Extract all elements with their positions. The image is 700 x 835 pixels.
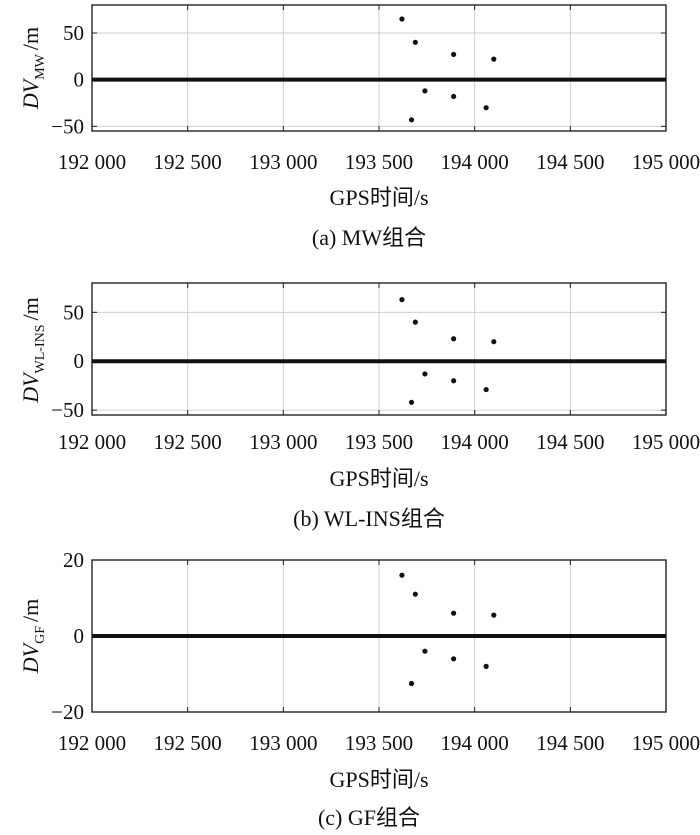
x-tick-label: 194 500 bbox=[536, 150, 604, 174]
x-tick-label: 193 500 bbox=[345, 731, 413, 755]
x-axis-label: GPS时间/s bbox=[329, 466, 428, 491]
y-axis-label-symbol: DV bbox=[18, 371, 43, 404]
data-point bbox=[422, 88, 428, 94]
data-point bbox=[412, 39, 418, 45]
data-point bbox=[483, 663, 489, 670]
x-tick-label: 192 500 bbox=[154, 430, 222, 454]
data-point bbox=[451, 378, 457, 384]
data-point bbox=[491, 339, 497, 345]
data-point bbox=[451, 51, 457, 58]
y-axis-label-unit: /m bbox=[18, 27, 43, 50]
panel-caption: (a) MW组合 bbox=[312, 225, 426, 250]
x-axis-label: GPS时间/s bbox=[329, 185, 428, 210]
chart-panel-2: 192 000 192 500 193 000 193 500 194 000 194 5… bbox=[18, 282, 700, 531]
data-point bbox=[399, 572, 405, 578]
x-tick-label: 193 000 bbox=[249, 150, 317, 174]
x-tick-label: 195 000 bbox=[632, 430, 700, 454]
y-tick-label: 50 bbox=[63, 21, 84, 45]
x-tick-label: 195 000 bbox=[632, 150, 700, 174]
y-axis-label-subscript: MW bbox=[33, 53, 48, 79]
y-axis-label-unit: /m bbox=[18, 297, 43, 320]
x-tick-label: 194 000 bbox=[441, 731, 509, 755]
panel-caption: (c) GF组合 bbox=[318, 805, 420, 830]
x-tick-label: 194 500 bbox=[536, 430, 604, 454]
x-tick-label: 193 500 bbox=[345, 150, 413, 174]
x-tick-label: 193 000 bbox=[249, 430, 317, 454]
data-point bbox=[399, 297, 405, 303]
y-tick-label: 0 bbox=[74, 349, 85, 373]
panel-caption: (b) WL-INS组合 bbox=[293, 506, 445, 531]
y-axis-label: DVWL-INS/m bbox=[18, 297, 48, 404]
data-point bbox=[422, 648, 428, 654]
y-axis-label-unit: /m bbox=[18, 599, 43, 622]
y-tick-label: 50 bbox=[63, 300, 84, 324]
data-point bbox=[451, 610, 457, 616]
y-tick-label: 20 bbox=[63, 548, 84, 572]
x-tick-label: 193 500 bbox=[345, 430, 413, 454]
y-axis-label-subscript: GF bbox=[33, 626, 48, 644]
y-tick-label: 0 bbox=[74, 68, 85, 92]
x-tick-label: 195 000 bbox=[632, 731, 700, 755]
y-axis-label: DVMW/m bbox=[18, 27, 48, 110]
y-axis-label-symbol: DV bbox=[18, 641, 43, 674]
data-point bbox=[408, 117, 415, 123]
data-point bbox=[491, 56, 497, 62]
data-point bbox=[412, 591, 418, 597]
x-tick-label: 192 500 bbox=[154, 731, 222, 755]
x-tick-label: 194 000 bbox=[441, 430, 509, 454]
y-tick-label: 0 bbox=[74, 624, 85, 648]
data-point bbox=[422, 371, 428, 377]
x-tick-label: 193 000 bbox=[249, 731, 317, 755]
x-tick-label: 192 000 bbox=[58, 150, 126, 174]
data-point bbox=[491, 612, 497, 618]
data-point bbox=[399, 16, 405, 22]
x-axis-label: GPS时间/s bbox=[329, 767, 428, 792]
x-tick-label: 192 500 bbox=[154, 150, 222, 174]
x-tick-label: 192 000 bbox=[58, 731, 126, 755]
x-tick-label: 194 000 bbox=[441, 150, 509, 174]
y-tick-label: −20 bbox=[51, 700, 84, 724]
data-point bbox=[451, 336, 457, 342]
y-axis-label-subscript: WL-INS bbox=[33, 324, 48, 373]
y-axis-label: DVGF/m bbox=[18, 599, 48, 674]
data-point bbox=[412, 319, 418, 325]
data-point bbox=[408, 680, 415, 687]
data-point bbox=[451, 656, 457, 662]
y-tick-label: −50 bbox=[51, 398, 84, 422]
data-point bbox=[483, 105, 489, 111]
chart-panel-3: 192 000 192 500 193 000 193 500 194 000 194 5… bbox=[18, 548, 700, 830]
x-tick-label: 194 500 bbox=[536, 731, 604, 755]
data-point bbox=[451, 93, 457, 100]
data-point bbox=[483, 386, 489, 393]
y-axis-label-symbol: DV bbox=[18, 77, 43, 110]
data-point bbox=[408, 399, 415, 405]
chart-panel-1: 192 000 192 500 193 000 193 500 194 000 194 5… bbox=[18, 4, 700, 250]
x-tick-label: 192 000 bbox=[58, 430, 126, 454]
y-tick-label: −50 bbox=[51, 114, 84, 138]
